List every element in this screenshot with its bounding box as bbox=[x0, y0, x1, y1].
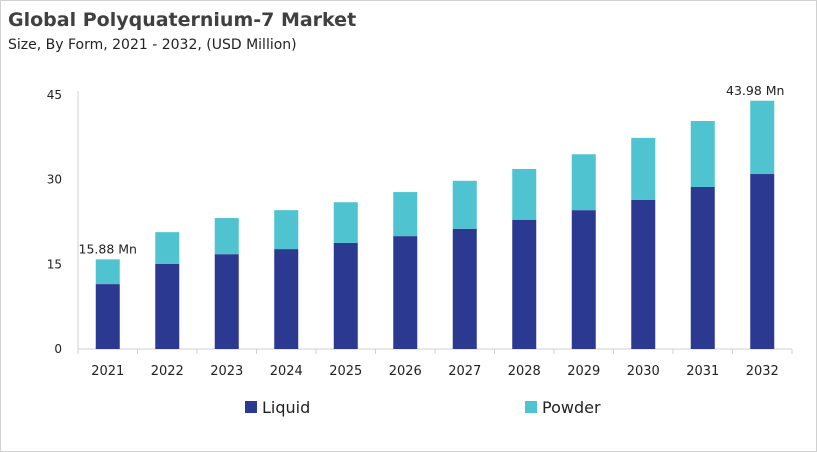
legend-label-liquid: Liquid bbox=[262, 398, 310, 417]
bar-liquid-2030 bbox=[631, 199, 656, 349]
bar-powder-2024 bbox=[274, 210, 299, 250]
x-tick-label: 2032 bbox=[746, 364, 779, 379]
y-tick-label: 45 bbox=[47, 88, 62, 102]
x-tick-label: 2029 bbox=[567, 364, 600, 379]
y-tick-label: 30 bbox=[47, 173, 62, 187]
data-label: 15.88 Mn bbox=[79, 241, 137, 256]
bar-liquid-2031 bbox=[690, 187, 715, 349]
legend-label-powder: Powder bbox=[542, 398, 601, 417]
bar-powder-2026 bbox=[393, 192, 418, 237]
chart-title: Global Polyquaternium-7 Market bbox=[8, 9, 357, 31]
bar-powder-2030 bbox=[631, 137, 656, 200]
bar-powder-2025 bbox=[333, 202, 358, 243]
chart-subtitle: Size, By Form, 2021 - 2032, (USD Million… bbox=[8, 37, 297, 53]
bar-liquid-2028 bbox=[512, 219, 537, 349]
bar-powder-2029 bbox=[571, 154, 596, 211]
bar-powder-2023 bbox=[214, 218, 239, 255]
x-tick-label: 2027 bbox=[448, 364, 481, 379]
y-tick-label: 0 bbox=[54, 342, 62, 356]
bar-powder-2021 bbox=[95, 259, 120, 285]
bar-liquid-2025 bbox=[333, 242, 358, 349]
bar-powder-2032 bbox=[750, 100, 775, 175]
bar-liquid-2029 bbox=[571, 210, 596, 349]
bar-liquid-2024 bbox=[274, 249, 299, 349]
bar-liquid-2027 bbox=[452, 228, 477, 349]
bar-powder-2028 bbox=[512, 168, 537, 220]
x-tick-label: 2025 bbox=[329, 364, 362, 379]
bar-liquid-2023 bbox=[214, 254, 239, 349]
bar-powder-2022 bbox=[155, 232, 180, 264]
bar-liquid-2026 bbox=[393, 236, 418, 349]
bar-powder-2027 bbox=[452, 180, 477, 229]
x-tick-label: 2022 bbox=[151, 364, 184, 379]
x-tick-label: 2031 bbox=[686, 364, 719, 379]
data-label: 43.98 Mn bbox=[726, 83, 784, 98]
bar-liquid-2021 bbox=[95, 284, 120, 349]
y-tick-label: 15 bbox=[47, 257, 62, 271]
legend-swatch-powder bbox=[525, 401, 537, 413]
legend-swatch-liquid bbox=[245, 401, 257, 413]
bar-powder-2031 bbox=[690, 120, 715, 188]
bar-liquid-2032 bbox=[750, 174, 775, 349]
x-tick-label: 2021 bbox=[91, 364, 124, 379]
bar-liquid-2022 bbox=[155, 263, 180, 349]
x-tick-label: 2028 bbox=[508, 364, 541, 379]
x-tick-label: 2030 bbox=[627, 364, 660, 379]
x-tick-label: 2024 bbox=[270, 364, 303, 379]
x-tick-label: 2023 bbox=[210, 364, 243, 379]
x-tick-label: 2026 bbox=[389, 364, 422, 379]
